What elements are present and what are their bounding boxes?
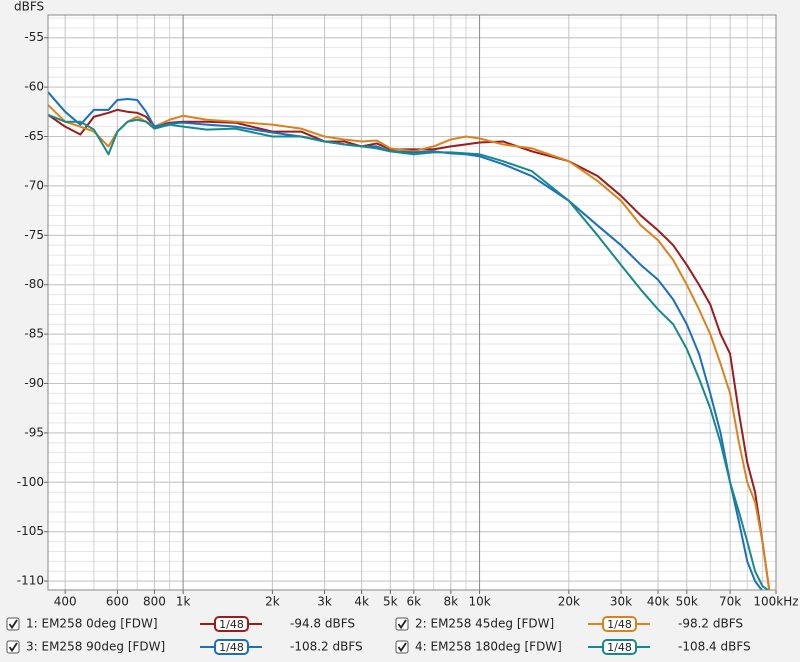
legend-level: -108.4 dBFS bbox=[678, 640, 751, 654]
series-line bbox=[48, 104, 771, 590]
y-tick-label: -105 bbox=[17, 524, 44, 538]
x-tick-label: 5k bbox=[383, 595, 398, 609]
y-tick-label: -55 bbox=[24, 30, 44, 44]
y-tick-label: -110 bbox=[17, 574, 44, 588]
legend-label[interactable]: 1: EM258 0deg [FDW] bbox=[26, 617, 158, 631]
smoothing-box[interactable] bbox=[214, 639, 249, 655]
y-tick-label: -60 bbox=[24, 80, 44, 94]
legend-checkbox[interactable] bbox=[395, 617, 409, 631]
x-tick-label: 4k bbox=[354, 595, 369, 609]
grid bbox=[44, 15, 777, 594]
x-tick-label: 40k bbox=[647, 595, 669, 609]
smoothing-box[interactable] bbox=[602, 616, 637, 632]
x-tick-label: 600 bbox=[106, 595, 129, 609]
y-tick-label: -70 bbox=[24, 178, 44, 192]
smoothing-label: 1/48 bbox=[607, 641, 632, 654]
y-axis-label: dBFS bbox=[14, 0, 44, 14]
x-tick-label: 50k bbox=[676, 595, 698, 609]
x-tick-label: 3k bbox=[317, 595, 332, 609]
legend-level: -98.2 dBFS bbox=[678, 617, 743, 631]
legend: 1: EM258 0deg [FDW] 1/48 -94.8 dBFS 2: EM25… bbox=[6, 616, 751, 655]
legend-label[interactable]: 4: EM258 180deg [FDW] bbox=[415, 640, 562, 654]
y-tick-label: -75 bbox=[24, 228, 44, 242]
series-line bbox=[48, 113, 770, 590]
plot-area bbox=[48, 15, 776, 590]
legend-checkmark bbox=[8, 619, 18, 630]
x-tick-label: 800 bbox=[143, 595, 166, 609]
smoothing-label: 1/48 bbox=[219, 618, 244, 631]
x-tick-label: 2k bbox=[265, 595, 280, 609]
y-tick-label: -80 bbox=[24, 277, 44, 291]
y-tick-label: -95 bbox=[24, 425, 44, 439]
legend-checkbox[interactable] bbox=[6, 640, 20, 654]
smoothing-box[interactable] bbox=[214, 616, 249, 632]
x-tick-label: 8k bbox=[444, 595, 459, 609]
y-tick-label: -85 bbox=[24, 327, 44, 341]
y-tick-label: -100 bbox=[17, 475, 44, 489]
legend-label[interactable]: 3: EM258 90deg [FDW] bbox=[26, 640, 165, 654]
smoothing-label: 1/48 bbox=[607, 618, 632, 631]
y-tick-label: -90 bbox=[24, 376, 44, 390]
x-tick-label: 400 bbox=[54, 595, 77, 609]
legend-checkmark bbox=[8, 642, 18, 653]
x-tick-label: 6k bbox=[407, 595, 422, 609]
lines bbox=[48, 91, 771, 590]
smoothing-box[interactable] bbox=[602, 639, 637, 655]
x-tick-label: 30k bbox=[610, 595, 632, 609]
legend-level: -94.8 dBFS bbox=[290, 617, 355, 631]
legend-checkmark bbox=[397, 619, 407, 630]
series-line bbox=[48, 91, 763, 590]
x-tick-label: 20k bbox=[558, 595, 580, 609]
x-tick-label: 1k bbox=[176, 595, 191, 609]
y-tick-label: -65 bbox=[24, 129, 44, 143]
plot-border bbox=[47, 14, 777, 591]
x-tick-label: 10k bbox=[468, 595, 490, 609]
legend-label[interactable]: 2: EM258 45deg [FDW] bbox=[415, 617, 554, 631]
legend-checkmark bbox=[397, 642, 407, 653]
x-tick-label: 70k bbox=[719, 595, 741, 609]
legend-checkbox[interactable] bbox=[395, 640, 409, 654]
legend-checkbox[interactable] bbox=[6, 617, 20, 631]
x-tick-label: 100kHz bbox=[753, 595, 798, 609]
legend-level: -108.2 dBFS bbox=[290, 640, 363, 654]
smoothing-label: 1/48 bbox=[219, 641, 244, 654]
